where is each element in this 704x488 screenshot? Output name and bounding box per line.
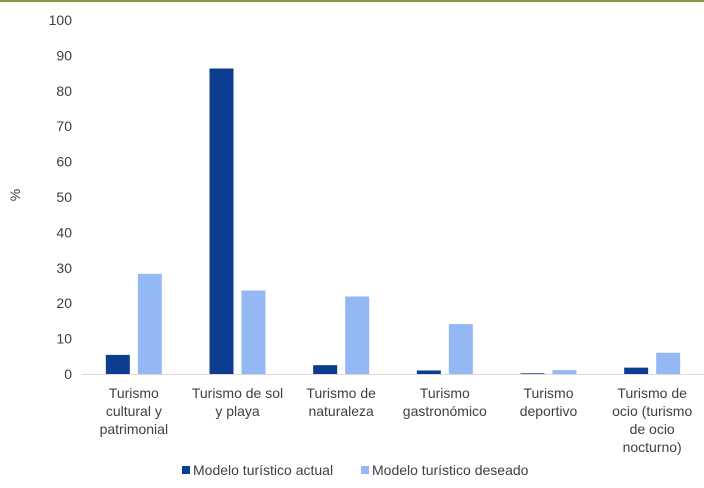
- x-category-label-line: Turismo de: [617, 385, 687, 401]
- y-tick-label: 90: [56, 47, 72, 63]
- x-axis-labels: Turismo cultural y patrimonial Turismo de s…: [100, 385, 693, 455]
- y-tick-label: 0: [64, 366, 72, 382]
- x-category-label-line: Turismo de sol: [192, 385, 283, 401]
- y-axis: 0 10 20 30 40 50 60 70 80 90 100: [49, 12, 73, 382]
- x-category-label-line: Turismo de: [306, 385, 376, 401]
- bar-deseado-0: [137, 273, 162, 374]
- bar-actual-5: [624, 367, 649, 374]
- y-axis-label: %: [7, 189, 23, 201]
- bar-deseado-2: [345, 296, 370, 374]
- y-tick-label: 10: [56, 331, 72, 347]
- x-category-label: Turismo gastronómico: [403, 385, 487, 419]
- x-category-label-line: deportivo: [520, 403, 578, 419]
- bar-deseado-3: [448, 324, 473, 374]
- x-category-label: Turismo deportivo: [520, 385, 578, 419]
- x-category-label-line: y playa: [215, 403, 260, 419]
- legend-swatch-deseado: [361, 466, 369, 474]
- x-category-label: Turismo de sol y playa: [192, 385, 283, 419]
- x-category-label-line: Turismo: [109, 385, 159, 401]
- x-category-label-line: nocturno): [623, 439, 682, 455]
- bar-actual-1: [209, 68, 234, 375]
- x-category-label-line: cultural y: [106, 403, 162, 419]
- top-accent-bar: [0, 0, 704, 2]
- x-category-label-line: Turismo: [420, 385, 470, 401]
- legend-label-deseado: Modelo turístico deseado: [372, 462, 529, 478]
- x-category-label: Turismo cultural y patrimonial: [100, 385, 168, 437]
- y-tick-label: 40: [56, 224, 72, 240]
- legend-label-actual: Modelo turístico actual: [193, 462, 333, 478]
- bar-deseado-5: [656, 352, 681, 374]
- x-category-label: Turismo de naturaleza: [306, 385, 376, 419]
- y-tick-label: 80: [56, 83, 72, 99]
- legend-swatch-actual: [182, 466, 190, 474]
- x-category-label-line: ocio (turismo: [612, 403, 692, 419]
- bar-actual-3: [416, 370, 441, 374]
- bar-actual-2: [313, 365, 338, 374]
- bar-actual-0: [105, 354, 130, 374]
- x-category-label-line: de ocio: [630, 421, 675, 437]
- x-category-label-line: Turismo: [523, 385, 573, 401]
- y-tick-label: 50: [56, 189, 72, 205]
- y-tick-label: 60: [56, 154, 72, 170]
- x-category-label-line: gastronómico: [403, 403, 487, 419]
- legend: Modelo turístico actual Modelo turístico …: [182, 462, 529, 478]
- y-tick-label: 20: [56, 295, 72, 311]
- y-tick-label: 70: [56, 118, 72, 134]
- y-tick-label: 30: [56, 260, 72, 276]
- x-category-label-line: naturaleza: [308, 403, 374, 419]
- bar-deseado-1: [241, 290, 266, 374]
- bars: [105, 68, 681, 375]
- x-category-label: Turismo de ocio (turismo de ocio nocturno): [612, 385, 692, 455]
- x-category-label-line: patrimonial: [100, 421, 168, 437]
- bar-actual-4: [520, 373, 545, 374]
- y-tick-label: 100: [49, 12, 73, 28]
- bar-deseado-4: [552, 370, 577, 374]
